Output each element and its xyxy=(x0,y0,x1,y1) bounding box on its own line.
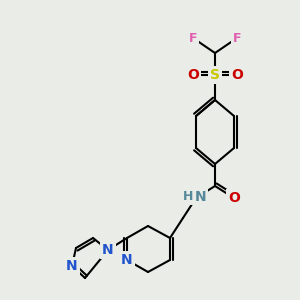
Text: O: O xyxy=(228,191,240,205)
Text: N: N xyxy=(121,253,133,267)
Text: H: H xyxy=(183,190,193,203)
Text: O: O xyxy=(187,68,199,82)
Text: O: O xyxy=(231,68,243,82)
Text: N: N xyxy=(102,243,114,257)
Text: N: N xyxy=(66,259,78,273)
Text: S: S xyxy=(210,68,220,82)
Text: F: F xyxy=(233,32,241,44)
Text: F: F xyxy=(189,32,197,44)
Text: N: N xyxy=(195,190,207,204)
